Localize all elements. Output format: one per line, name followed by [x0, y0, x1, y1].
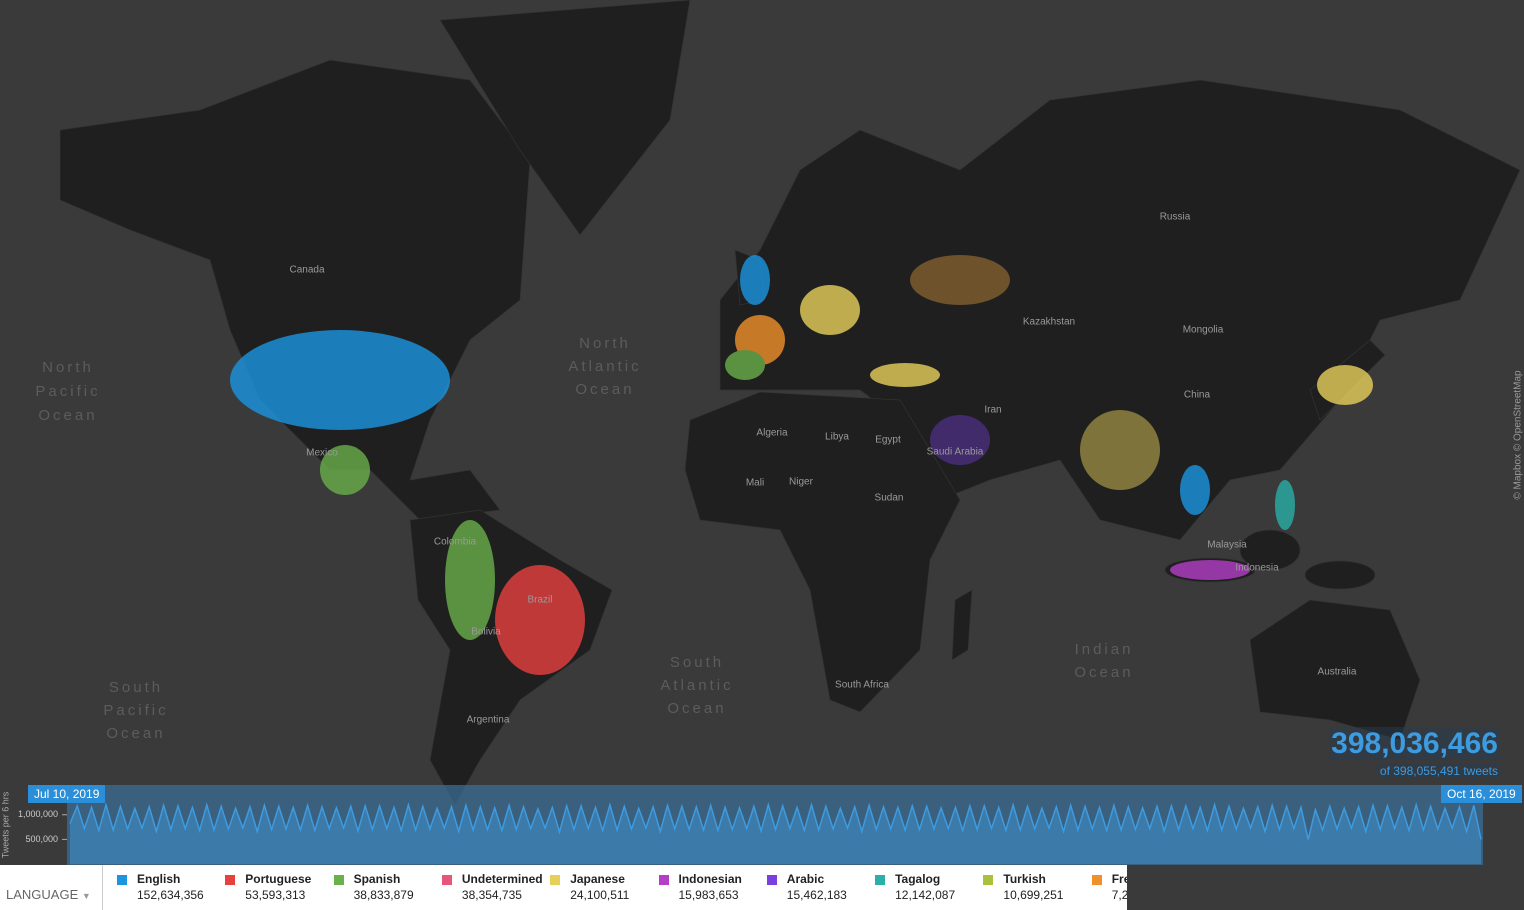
y-tick-label: 500,000 — [25, 834, 58, 844]
ocean-labels: North Pacific Ocean North Atlantic Ocean Sou… — [35, 335, 1133, 742]
area — [70, 804, 1481, 864]
ocean-label-line: Pacific — [103, 702, 168, 719]
legend-count: 38,354,735 — [461, 888, 522, 902]
ocean-label-line: Ocean — [106, 725, 165, 742]
legend-count: 152,634,356 — [137, 888, 204, 902]
legend-name: Arabic — [786, 872, 825, 886]
end-date: Oct 16, 2019 — [1441, 785, 1522, 803]
tweet-counter: 398,036,466 of 398,055,491 tweets — [1329, 726, 1500, 780]
country-label: Colombia — [434, 537, 477, 548]
legend-swatch — [117, 875, 127, 885]
legend-swatch — [983, 875, 994, 885]
legend-name: Turkish — [1003, 872, 1046, 886]
ocean-label: North Pacific Ocean — [35, 359, 100, 424]
ocean-label-line: North — [42, 359, 94, 376]
ocean-label-line: Pacific — [35, 383, 100, 400]
country-label: Canada — [289, 265, 324, 276]
legend-count: 7,2 — [1111, 888, 1127, 902]
country-label: Brazil — [527, 595, 552, 606]
ocean-label-line: North — [579, 335, 631, 352]
legend-swatch — [441, 875, 452, 885]
legend-swatch — [875, 875, 886, 885]
country-label: Libya — [825, 432, 849, 443]
legend-name: Spanish — [353, 872, 401, 886]
ocean-label-line: South — [670, 654, 724, 671]
legend-name: English — [137, 872, 181, 886]
legend-swatch — [1091, 875, 1102, 885]
country-label: Mali — [746, 478, 764, 489]
country-label: Saudi Arabia — [927, 447, 984, 458]
ocean-label-line: Ocean — [38, 407, 97, 424]
legend-count: 38,833,879 — [353, 888, 414, 902]
ocean-label: South Pacific Ocean — [103, 679, 168, 742]
legend-count: 10,699,251 — [1003, 888, 1064, 902]
legend-name: Indonesian — [678, 872, 742, 886]
legend-count: 53,593,313 — [245, 888, 306, 902]
country-label: Argentina — [467, 715, 510, 726]
legend-count: 24,100,511 — [570, 888, 630, 902]
ocean-label-line: Atlantic — [660, 677, 733, 694]
y-tick-label: 1,000,000 — [18, 809, 58, 819]
country-label: Algeria — [756, 428, 788, 439]
country-labels: Canada Russia Kazakhstan Mongolia China … — [289, 212, 1356, 726]
y-axis-label: Tweets per 6 hrs — [0, 791, 10, 858]
legend-swatch — [225, 875, 236, 885]
ocean-label: South Atlantic Ocean — [660, 654, 733, 717]
country-label: Mexico — [306, 448, 338, 459]
ocean-label-line: Atlantic — [568, 358, 641, 375]
country-label: South Africa — [835, 680, 889, 691]
ocean-label-line: Ocean — [575, 381, 634, 398]
legend-name: Japanese — [570, 872, 625, 886]
country-label: Egypt — [875, 435, 901, 446]
country-label: Sudan — [875, 493, 904, 504]
country-label: Australia — [1318, 667, 1357, 678]
legend-dropdown[interactable]: LANGUAGE ▼ — [0, 865, 103, 910]
legend-swatch — [333, 875, 344, 885]
ocean-label-line: Ocean — [667, 700, 726, 717]
timeline-background — [67, 785, 1483, 865]
start-date: Jul 10, 2019 — [28, 785, 106, 803]
legend-title: LANGUAGE — [6, 887, 79, 902]
counter-shown: 398,036,466 — [1329, 727, 1500, 760]
tweet-clusters — [230, 255, 1373, 675]
legend-swatch — [550, 875, 561, 885]
legend-swatch — [766, 875, 777, 885]
legend-swatch — [658, 875, 669, 885]
counter-total: of 398,055,491 tweets — [1377, 764, 1500, 778]
ocean-label-line: South — [109, 679, 163, 696]
legend-count: 12,142,087 — [895, 888, 956, 902]
country-label: Malaysia — [1207, 540, 1247, 551]
country-label: Niger — [789, 477, 814, 488]
legend: LANGUAGE ▼ English 152,634,356 Portuguese 5… — [0, 865, 1127, 910]
legend-count: 15,983,653 — [678, 888, 739, 902]
legend-count: 15,462,183 — [786, 888, 847, 902]
country-label: Bolivia — [471, 627, 501, 638]
legend-name: Undetermined — [461, 872, 543, 886]
ocean-label-line: Ocean — [1074, 664, 1133, 681]
ocean-label-line: Indian — [1075, 641, 1134, 658]
ocean-label: North Atlantic Ocean — [568, 335, 641, 398]
legend-name: Portuguese — [245, 872, 312, 886]
attribution: © Mapbox © OpenStreetMap — [1513, 370, 1524, 500]
country-label: China — [1184, 390, 1211, 401]
country-label: Kazakhstan — [1023, 317, 1075, 328]
line — [69, 802, 1482, 840]
timeline: Tweets per 6 hrs 500,000 1,000,000 — [0, 785, 1483, 865]
legend-name: Tagalog — [895, 872, 941, 886]
country-label: Iran — [984, 405, 1001, 416]
country-label: Russia — [1160, 212, 1191, 223]
country-label: Mongolia — [1183, 325, 1224, 336]
legend-name: Fre — [1111, 872, 1127, 886]
ocean-label: Indian Ocean — [1074, 641, 1133, 681]
country-label: Indonesia — [1235, 563, 1279, 574]
